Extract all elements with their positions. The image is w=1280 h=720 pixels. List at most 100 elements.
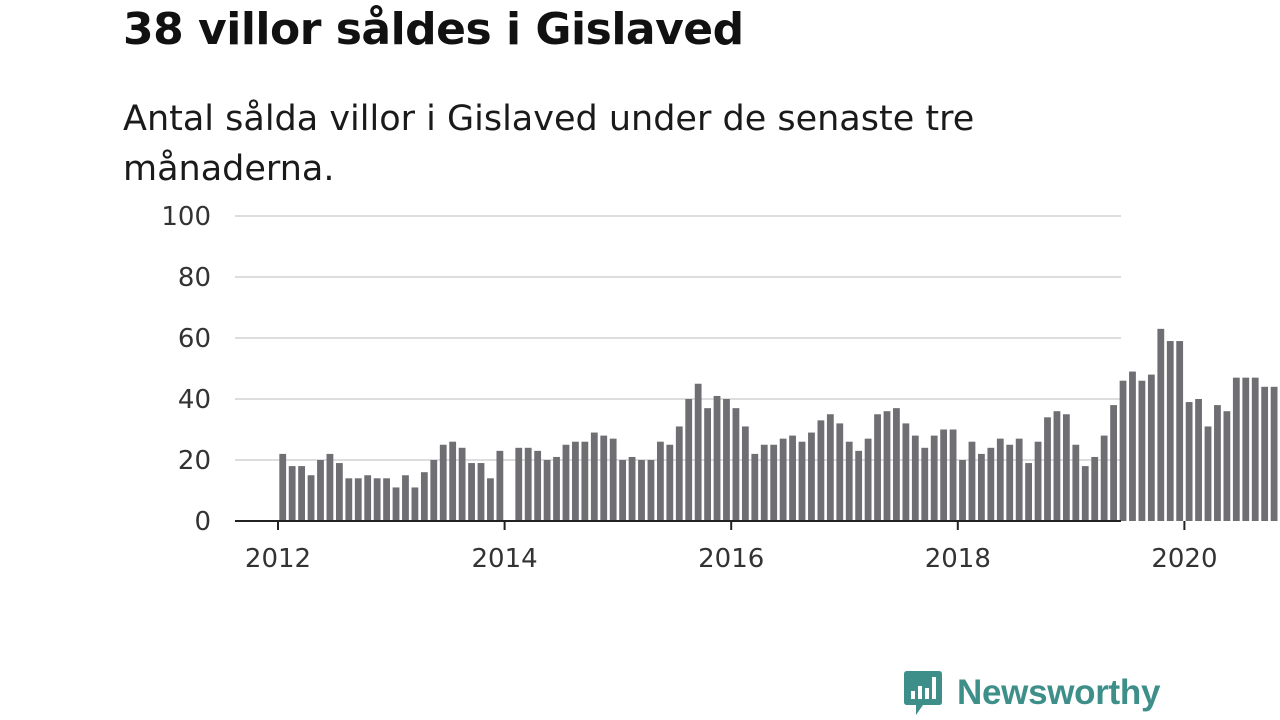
bar [864, 438, 872, 521]
y-axis: 0 20 40 60 80 100 [161, 202, 211, 537]
bar [1119, 380, 1127, 521]
bar [1157, 328, 1165, 521]
bar [1015, 438, 1023, 521]
gridlines [235, 215, 1121, 461]
bar [1072, 444, 1080, 521]
bar [1044, 417, 1051, 521]
bar [845, 441, 853, 521]
bar [902, 423, 910, 521]
bar [996, 438, 1004, 521]
bar [364, 475, 372, 521]
bar [723, 399, 730, 521]
bar [1185, 402, 1193, 521]
bar [354, 478, 362, 521]
bar [968, 441, 976, 521]
bar [392, 487, 400, 521]
brand-name: Newsworthy [957, 673, 1161, 712]
bar [1166, 341, 1174, 521]
chart-title: 38 villor såldes i Gislaved [123, 4, 744, 55]
bar [940, 429, 948, 521]
bar [477, 463, 485, 521]
bar [628, 456, 636, 521]
y-tick-label: 20 [178, 446, 211, 476]
chart-subtitle: Antal sålda villor i Gislaved under de s… [123, 99, 975, 189]
bar [789, 435, 796, 521]
bar [732, 408, 740, 521]
bar [1129, 371, 1136, 521]
bar [911, 435, 919, 521]
bar [468, 463, 475, 521]
bar [458, 447, 466, 521]
bar [1223, 411, 1231, 521]
newsworthy-logo-icon [904, 671, 942, 715]
bar [798, 441, 806, 521]
bar [1091, 456, 1099, 521]
bar [1261, 386, 1269, 521]
bar [893, 408, 900, 521]
bar [326, 453, 334, 521]
x-tick-label: 2016 [698, 544, 764, 574]
y-tick-label: 0 [194, 507, 211, 537]
bar [1214, 405, 1221, 521]
bar [411, 487, 419, 521]
bar [1100, 435, 1108, 521]
bar [826, 414, 834, 521]
bar [345, 478, 353, 521]
bar [420, 472, 428, 521]
bar [1251, 377, 1259, 521]
bar [279, 453, 287, 521]
bar [638, 460, 645, 521]
bar [298, 466, 306, 521]
bar [930, 435, 938, 521]
bar [439, 444, 447, 521]
bar [1270, 386, 1278, 521]
x-tick-label: 2020 [1151, 544, 1217, 574]
bar [685, 399, 693, 521]
y-tick-label: 80 [178, 263, 211, 293]
bar [675, 426, 683, 521]
bar [1034, 441, 1042, 521]
bar [1081, 466, 1089, 521]
bar [430, 460, 438, 521]
bar [978, 453, 985, 521]
bar [572, 441, 579, 521]
bar [760, 444, 768, 521]
bar [609, 438, 617, 521]
bar [524, 447, 532, 521]
bar [307, 475, 315, 521]
y-tick-label: 60 [178, 324, 211, 354]
bar [883, 411, 891, 521]
bar [487, 478, 494, 521]
bar [515, 447, 523, 521]
bar [1204, 426, 1212, 521]
bar [562, 444, 570, 521]
bar [317, 460, 324, 521]
bar [921, 447, 929, 521]
bar [1195, 399, 1202, 521]
bar [1138, 380, 1146, 521]
bar [779, 438, 787, 521]
bar [600, 435, 608, 521]
brand-logo: Newsworthy [903, 669, 1160, 717]
bar [751, 453, 759, 521]
bar [534, 450, 542, 521]
bar [619, 460, 627, 521]
y-tick-label: 40 [178, 385, 211, 415]
bar [553, 456, 560, 521]
bar [402, 475, 409, 521]
bar [704, 408, 711, 521]
bar [1242, 377, 1250, 521]
bar [383, 478, 390, 521]
bar [1025, 463, 1033, 521]
x-tick-label: 2014 [472, 544, 538, 574]
bar [1147, 374, 1155, 521]
bar [1062, 414, 1070, 521]
bar [713, 395, 721, 521]
bar [543, 460, 551, 521]
bar [949, 429, 957, 521]
bar [836, 423, 844, 521]
bar [1006, 444, 1014, 521]
bar [1176, 341, 1184, 521]
bar [666, 444, 674, 521]
